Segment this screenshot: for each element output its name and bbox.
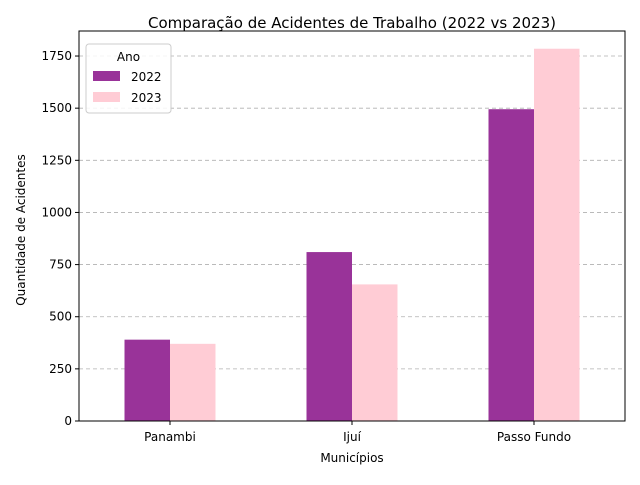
y-tick-label-2: 500 [49,310,72,324]
bars [124,48,580,422]
bar-2023-0 [170,343,216,421]
y-tick-label-4: 1000 [41,205,72,219]
legend-swatch-2023 [93,92,120,102]
legend-swatch-2022 [93,71,120,81]
x-axis-title: Municípios [320,451,383,465]
bar-2022-2 [488,109,534,421]
y-tick-label-7: 1750 [41,49,72,63]
y-tick-label-6: 1500 [41,101,72,115]
legend-title: Ano [117,50,140,64]
y-tick-label-1: 250 [49,362,72,376]
y-tick-label-5: 1250 [41,153,72,167]
y-axis-title: Quantidade de Acidentes [14,154,28,306]
y-axis: 0 250 500 750 1000 1250 1500 1750 [41,49,79,428]
legend: Ano 2022 2023 [85,43,172,114]
x-axis: Panambi Ijuí Passo Fundo [144,421,571,444]
x-tick-label-1: Ijuí [343,430,361,444]
bar-2023-1 [352,284,398,421]
bar-2023-2 [534,48,580,422]
legend-label-2023: 2023 [131,91,162,105]
x-tick-label-0: Panambi [144,430,196,444]
bar-2022-1 [306,252,352,421]
bar-2022-0 [124,339,170,421]
chart-title: Comparação de Acidentes de Trabalho (202… [148,14,556,32]
y-tick-label-3: 750 [49,258,72,272]
y-tick-label-0: 0 [64,414,72,428]
x-tick-label-2: Passo Fundo [497,430,571,444]
legend-label-2022: 2022 [131,70,162,84]
